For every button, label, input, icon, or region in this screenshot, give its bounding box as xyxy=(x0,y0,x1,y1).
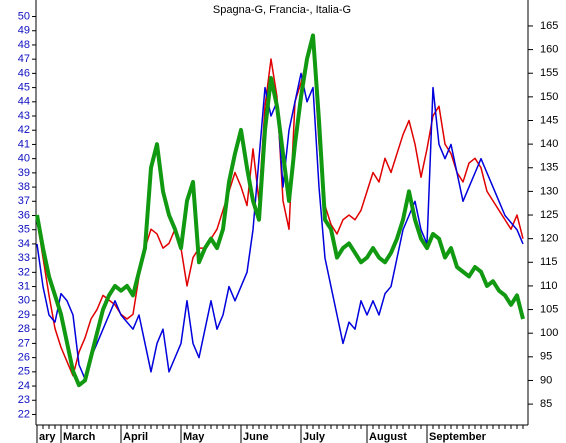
y2-tick-label: 120 xyxy=(540,233,558,245)
y-tick-label: 44 xyxy=(18,96,30,108)
y-tick-label: 22 xyxy=(18,408,30,420)
x-tick-label: May xyxy=(183,431,205,443)
chart-title: Spagna-G, Francia-, Italia-G xyxy=(213,4,351,16)
y2-tick-label: 130 xyxy=(540,185,558,197)
y-tick-label: 48 xyxy=(18,39,30,51)
y-tick-label: 45 xyxy=(18,81,30,93)
y-tick-label: 32 xyxy=(18,266,30,278)
y2-tick-label: 85 xyxy=(540,398,552,410)
y2-tick-label: 125 xyxy=(540,209,558,221)
y2-tick-label: 115 xyxy=(540,256,558,268)
y-tick-label: 47 xyxy=(18,53,30,65)
y-tick-label: 39 xyxy=(18,167,30,179)
y-tick-label: 31 xyxy=(18,280,30,292)
y2-tick-label: 95 xyxy=(540,351,552,363)
y-tick-label: 50 xyxy=(18,10,30,22)
y-tick-label: 49 xyxy=(18,25,30,37)
y2-tick-label: 110 xyxy=(540,280,558,292)
y-tick-label: 46 xyxy=(18,67,30,79)
y-tick-label: 34 xyxy=(18,238,30,250)
x-tick-label: September xyxy=(429,431,487,443)
x-tick-label: June xyxy=(243,431,269,443)
y-tick-label: 43 xyxy=(18,110,30,122)
x-tick-label: March xyxy=(63,431,96,443)
y2-tick-label: 155 xyxy=(540,67,558,79)
y-tick-label: 38 xyxy=(18,181,30,193)
y-tick-label: 27 xyxy=(18,337,30,349)
y-tick-label: 30 xyxy=(18,295,30,307)
y-tick-label: 42 xyxy=(18,124,30,136)
y2-tick-label: 150 xyxy=(540,91,558,103)
y-tick-label: 35 xyxy=(18,224,30,236)
y2-tick-label: 100 xyxy=(540,327,558,339)
y-tick-label: 23 xyxy=(18,394,30,406)
x-tick-label: August xyxy=(369,431,407,443)
y-tick-label: 29 xyxy=(18,309,30,321)
y-tick-label: 26 xyxy=(18,352,30,364)
y2-tick-label: 160 xyxy=(540,44,558,56)
y-tick-label: 28 xyxy=(18,323,30,335)
y2-tick-label: 145 xyxy=(540,114,558,126)
y2-tick-label: 140 xyxy=(540,138,558,150)
y-tick-label: 36 xyxy=(18,209,30,221)
y-tick-label: 37 xyxy=(18,195,30,207)
y-tick-label: 40 xyxy=(18,153,30,165)
x-tick-label: July xyxy=(303,431,326,443)
y2-tick-label: 90 xyxy=(540,374,552,386)
y2-tick-label: 165 xyxy=(540,20,558,32)
x-tick-label: April xyxy=(123,431,148,443)
y-tick-label: 24 xyxy=(18,380,30,392)
series-line xyxy=(35,33,525,388)
series-line xyxy=(36,39,524,377)
y-tick-label: 33 xyxy=(18,252,30,264)
y-tick-label: 41 xyxy=(18,138,30,150)
y2-tick-label: 135 xyxy=(540,162,558,174)
x-tick-label: ary xyxy=(39,431,56,443)
y-tick-label: 25 xyxy=(18,366,30,378)
y2-tick-label: 105 xyxy=(540,303,558,315)
